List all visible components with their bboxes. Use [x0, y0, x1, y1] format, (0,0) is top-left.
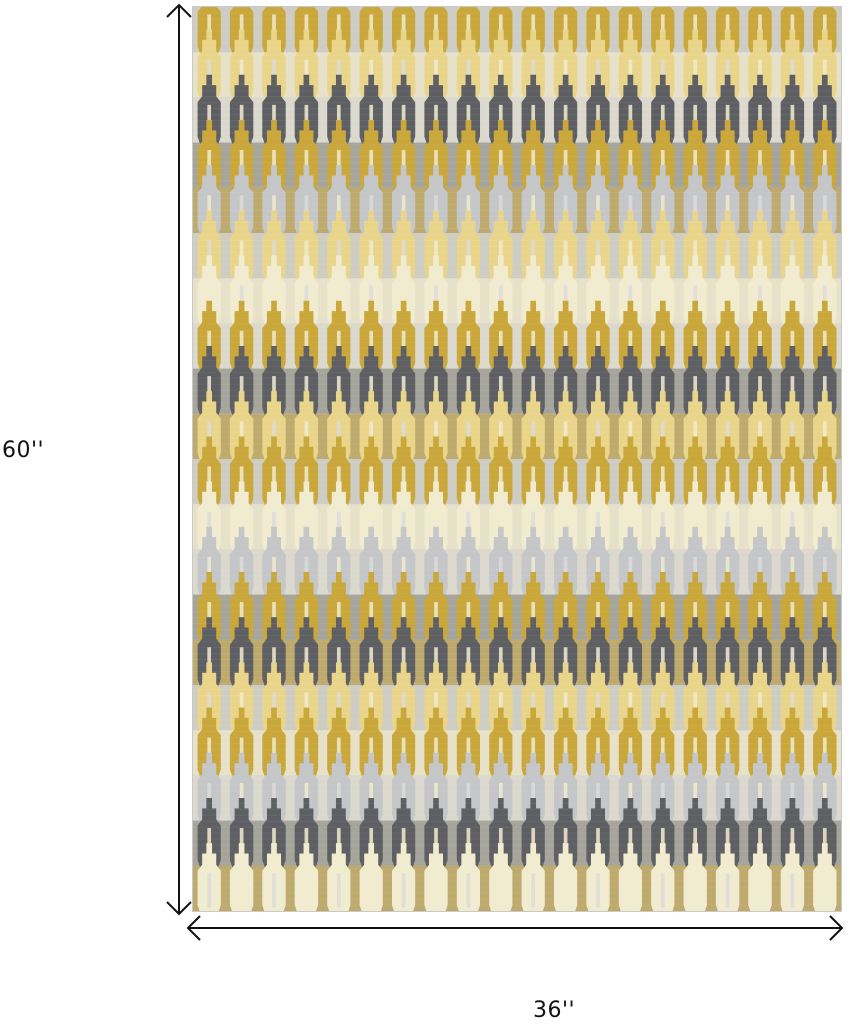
rug-motif-stem	[660, 873, 665, 908]
rug-motif-stem	[725, 873, 730, 908]
rug-image	[192, 6, 842, 912]
rug-motif-stem	[822, 873, 827, 908]
rug-motif-stem	[790, 873, 795, 908]
rug-motif-stem	[693, 873, 698, 908]
rug-motif-stem	[304, 873, 309, 908]
rug-motif-stem	[628, 873, 633, 908]
height-arrow-top-head	[166, 3, 192, 18]
rug-motif-stem	[498, 873, 503, 908]
width-arrow-right-head	[829, 915, 844, 941]
rug-motif-stem	[466, 873, 471, 908]
rug-motif-stem	[758, 873, 762, 908]
rug-motif-stem	[563, 873, 568, 908]
rug-motif-stem	[272, 873, 276, 908]
rug-motif-stem	[336, 873, 341, 908]
rug-motif-stem	[401, 873, 406, 908]
width-dimension-label: 36''	[533, 998, 576, 1023]
width-arrow-left-head	[186, 915, 201, 941]
height-dimension-label: 60''	[2, 438, 45, 463]
height-arrow-bottom-head	[166, 901, 192, 916]
rug-motif-stem	[239, 873, 244, 908]
rug-motif-stem	[369, 873, 374, 908]
rug-motif-stem	[596, 873, 600, 908]
rug-motif-stem	[531, 873, 536, 908]
rug-motif-stem	[434, 873, 438, 908]
rug-motif-stem	[207, 873, 212, 908]
